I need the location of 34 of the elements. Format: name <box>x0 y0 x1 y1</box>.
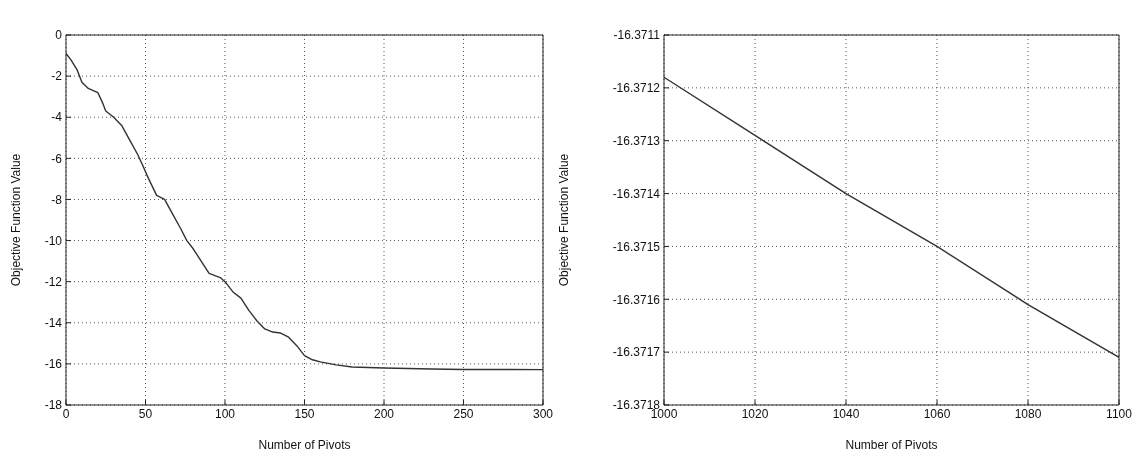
y-tick-label: -12 <box>44 274 63 289</box>
y-tick-label: -16.3712 <box>612 81 661 96</box>
y-tick-label: -2 <box>51 69 63 84</box>
x-tick-label: 100 <box>214 406 236 421</box>
y-tick-label: -16.3714 <box>612 186 661 201</box>
y-tick-label: -16.3716 <box>612 292 661 307</box>
x-tick-label: 200 <box>373 406 395 421</box>
y-tick-label: -16.3711 <box>613 28 661 43</box>
y-axis-title: Objective Function Value <box>557 153 572 287</box>
y-tick-label: -16.3715 <box>612 239 661 254</box>
x-tick-label: 1040 <box>832 406 860 421</box>
y-tick-label: -18 <box>44 398 63 413</box>
y-tick-label: -10 <box>44 233 63 248</box>
y-tick-label: -16.3713 <box>612 133 661 148</box>
y-tick-label: -14 <box>44 316 63 331</box>
x-axis-title: Number of Pivots <box>258 438 351 452</box>
x-tick-label: 50 <box>138 406 153 421</box>
y-axis-title: Objective Function Value <box>9 153 24 287</box>
y-tick-label: -16.3717 <box>612 345 661 360</box>
line-series <box>664 76 1119 359</box>
y-tick-label: 0 <box>55 28 63 43</box>
y-tick-label: -4 <box>51 110 63 125</box>
x-tick-label: 1020 <box>741 406 769 421</box>
x-tick-label: 250 <box>453 406 474 421</box>
x-tick-label: 1080 <box>1014 406 1042 421</box>
y-tick-label: -16 <box>44 357 63 372</box>
y-tick-label: -6 <box>51 151 63 166</box>
x-tick-label: 1100 <box>1106 406 1133 421</box>
x-axis-title: Number of Pivots <box>845 438 938 452</box>
x-tick-label: 1060 <box>923 406 951 421</box>
x-tick-label: 300 <box>532 406 554 421</box>
x-tick-label: 150 <box>294 406 315 421</box>
line-series <box>66 52 543 371</box>
y-tick-label: -8 <box>51 192 63 207</box>
